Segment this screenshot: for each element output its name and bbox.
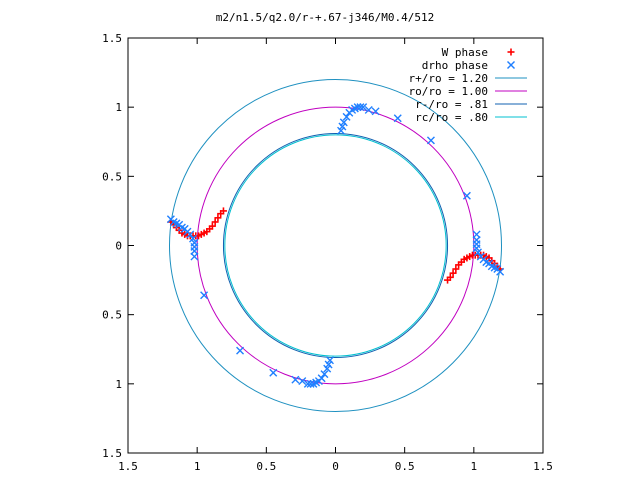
- w-phase-point: [211, 218, 219, 226]
- drho-phase-point: [393, 114, 402, 123]
- w-phase-point: [208, 222, 216, 230]
- reference-circles: [169, 79, 502, 412]
- drho-phase-point: [371, 107, 380, 116]
- legend-swatch: [507, 48, 515, 56]
- legend-label: r-/ro = .81: [415, 98, 488, 111]
- drho-phase-point: [291, 375, 300, 384]
- data-points: [166, 103, 505, 388]
- drho-phase-point: [306, 379, 315, 388]
- y-tick-label: 1.5: [102, 32, 122, 45]
- circle-ro-ro-1-00: [196, 106, 475, 385]
- y-tick-label: 1: [115, 378, 122, 391]
- x-tick-label: 0.5: [395, 460, 415, 473]
- legend-label: ro/ro = 1.00: [409, 85, 488, 98]
- x-tick-label: 1: [471, 460, 478, 473]
- w-phase-point: [219, 207, 227, 215]
- y-tick-label: 0.5: [102, 170, 122, 183]
- y-tick-label: 1: [115, 101, 122, 114]
- drho-phase-point: [298, 377, 307, 386]
- x-tick-label: 0.5: [256, 460, 276, 473]
- drho-phase-point: [472, 230, 481, 239]
- drho-phase-point: [320, 370, 329, 379]
- y-tick-label: 0.5: [102, 309, 122, 322]
- x-tick-label: 1.5: [118, 460, 138, 473]
- drho-phase-point: [356, 103, 365, 112]
- w-phase-point: [214, 214, 222, 222]
- circle-r-ro-1-20: [169, 79, 502, 412]
- w-phase-point: [449, 269, 457, 277]
- y-tick-label: 1.5: [102, 447, 122, 460]
- drho-phase-point: [359, 103, 368, 112]
- drho-phase-point: [462, 191, 471, 200]
- w-phase-point: [444, 276, 452, 284]
- drho-phase-point: [303, 379, 312, 388]
- drho-phase-point: [269, 368, 278, 377]
- drho-phase-point: [339, 118, 348, 127]
- drho-phase-point: [186, 230, 195, 239]
- x-tick-label: 1.5: [533, 460, 553, 473]
- drho-phase-point: [200, 291, 209, 300]
- x-tick-label: 1: [194, 460, 201, 473]
- drho-phase-point: [364, 105, 373, 114]
- drho-phase-point: [426, 136, 435, 145]
- legend-label: r+/ro = 1.20: [409, 72, 488, 85]
- chart-title: m2/n1.5/q2.0/r-+.67-j346/M0.4/512: [216, 11, 435, 24]
- drho-phase-point: [476, 252, 485, 261]
- w-phase-point: [455, 261, 463, 269]
- drho-phase-point: [236, 346, 245, 355]
- legend-label: drho phase: [422, 59, 488, 72]
- circle-r-ro-81: [222, 132, 449, 359]
- drho-phase-point: [190, 252, 199, 261]
- axis-ticks: 1.5 1 0.5 0 0.5 1 1.51.510.500.511.5: [102, 32, 553, 473]
- drho-phase-point: [323, 364, 332, 373]
- drho-phase-point: [342, 112, 351, 121]
- x-tick-label: 0: [332, 460, 339, 473]
- circle-rc-ro-80: [224, 134, 447, 357]
- legend-swatch: [507, 61, 515, 69]
- legend-label: W phase: [442, 46, 488, 59]
- w-phase-point: [452, 265, 460, 273]
- y-tick-label: 0: [115, 240, 122, 253]
- legend-label: rc/ro = .80: [415, 111, 488, 124]
